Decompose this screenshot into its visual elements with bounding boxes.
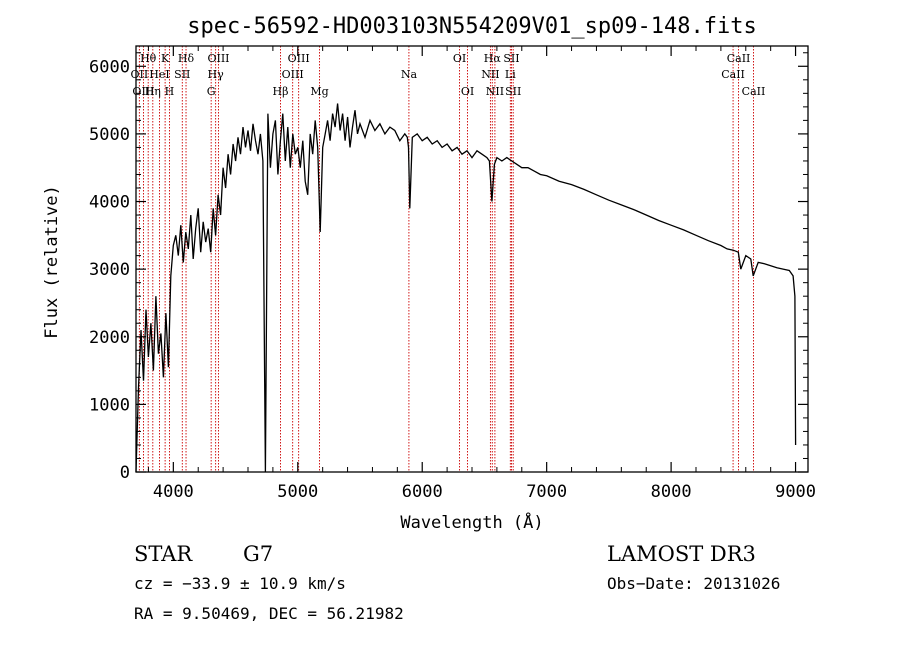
- x-tick-label: 9000: [775, 482, 816, 502]
- y-tick-label: 1000: [89, 395, 130, 415]
- spectral-line-label: Hη: [145, 85, 161, 98]
- x-tick-label: 6000: [402, 482, 443, 502]
- y-tick-label: 2000: [89, 328, 130, 348]
- spectral-line-label: G: [207, 85, 216, 98]
- obs-date: Obs−Date: 20131026: [607, 574, 780, 593]
- spectrum-line: [135, 103, 797, 473]
- y-axis: 0 1000 2000 3000 4000 5000 6000: [89, 52, 808, 483]
- spectral-line-label: HeI: [149, 68, 169, 81]
- spectral-line-label: Hδ: [178, 52, 195, 65]
- spectral-line-label: CaII: [727, 52, 751, 65]
- y-tick-label: 5000: [89, 125, 130, 145]
- spectral-line-label: SII: [503, 52, 519, 65]
- y-axis-label: Flux (relative): [42, 185, 62, 339]
- spectral-line-label: Li: [505, 68, 516, 81]
- survey-name: LAMOST DR3: [607, 542, 756, 566]
- x-tick-label: 8000: [651, 482, 692, 502]
- x-axis-label: Wavelength (Å): [400, 511, 543, 533]
- spectral-line-label: Mg: [310, 85, 328, 98]
- spectral-line-label: OIII: [207, 52, 229, 65]
- spectral-line-markers: [138, 46, 754, 472]
- spectral-line-label: OIII: [132, 85, 154, 98]
- subclass: G7: [243, 542, 273, 566]
- coordinates: RA = 9.50469, DEC = 56.21982: [134, 604, 404, 623]
- spectral-line-label: OI: [453, 52, 466, 65]
- spectral-line-label: K: [161, 52, 170, 65]
- spectral-line-label: CaII: [742, 85, 766, 98]
- plot-frame: [135, 45, 809, 473]
- spectral-line-label: H: [165, 85, 175, 98]
- spectral-line-label: SII: [174, 68, 190, 81]
- info-panel: STAR G7 LAMOST DR3 cz = −33.9 ± 10.9 km/…: [134, 542, 780, 623]
- y-tick-label: 4000: [89, 193, 130, 213]
- spectral-line-label: OII: [131, 68, 149, 81]
- redshift-text: cz = −33.9 ± 10.9 km/s: [134, 574, 346, 593]
- object-class: STAR: [134, 542, 193, 566]
- spectral-line-label: NII: [481, 68, 499, 81]
- spectral-line-label: Na: [401, 68, 418, 81]
- spectral-line-label: Hα: [484, 52, 502, 65]
- spectral-line-label: OI: [461, 85, 474, 98]
- spectral-line-label: Hγ: [208, 68, 225, 81]
- x-tick-label: 5000: [277, 482, 318, 502]
- y-tick-label: 0: [120, 463, 130, 483]
- spectral-line-label: SII: [505, 85, 521, 98]
- spectral-line-label: Hθ: [140, 52, 157, 65]
- spectral-line-label: NII: [486, 85, 504, 98]
- y-tick-label: 6000: [89, 57, 130, 77]
- spectral-line-label: CaII: [721, 68, 745, 81]
- spectral-line-label: Hβ: [273, 85, 289, 98]
- x-tick-label: 7000: [526, 482, 567, 502]
- spectral-line-label: OIII: [288, 52, 310, 65]
- y-tick-label: 3000: [89, 260, 130, 280]
- spectral-line-label: OIII: [282, 68, 304, 81]
- x-tick-label: 4000: [153, 482, 194, 502]
- x-axis: 4000 5000 6000 7000 8000 9000: [147, 46, 816, 502]
- chart-title: spec-56592-HD003103N554209V01_sp09-148.f…: [187, 14, 757, 39]
